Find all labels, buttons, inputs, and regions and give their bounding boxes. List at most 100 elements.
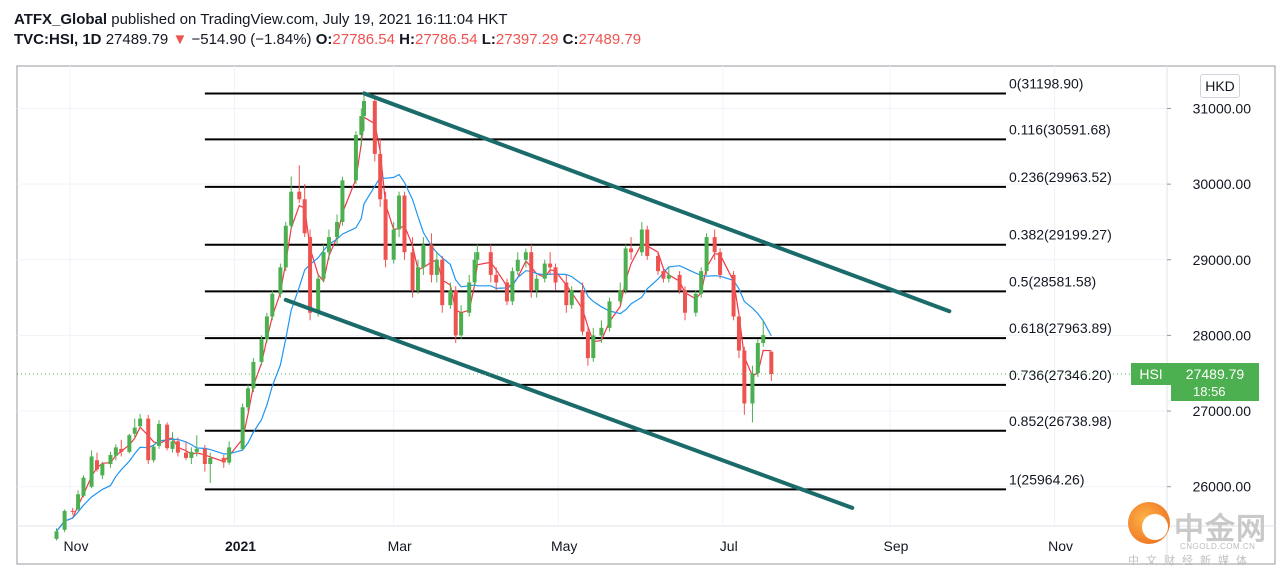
published-text: published on TradingView.com, July 19, 2… [107, 11, 508, 28]
candle-body [699, 271, 704, 294]
candle [693, 290, 698, 317]
candle-body [421, 244, 426, 268]
candle-body [251, 361, 256, 389]
candle-body [761, 335, 766, 343]
candle [750, 365, 755, 423]
candle [289, 176, 294, 230]
fib-level-label: 0.236(29963.52) [1009, 169, 1112, 185]
candle-body [170, 441, 175, 449]
candle [62, 509, 67, 533]
candle-body [259, 339, 264, 362]
candle [270, 290, 275, 321]
candle [89, 450, 94, 489]
candle [569, 286, 574, 309]
candles [54, 93, 774, 541]
candle [81, 475, 86, 498]
last-price-tag: HSI 27489.79 18:56 [1131, 363, 1259, 402]
candle [316, 274, 321, 317]
high-label: H: [399, 31, 415, 48]
currency-button[interactable]: HKD [1200, 74, 1240, 98]
candle-body [704, 237, 709, 272]
candle [302, 184, 307, 238]
candle [475, 244, 480, 268]
candle [208, 452, 213, 483]
candle [278, 263, 283, 298]
price-axis[interactable]: 26000.00 27000.00 28000.00 29000.00 30000.00… [1167, 101, 1251, 495]
candle-body [529, 252, 534, 291]
candle-body [189, 451, 194, 458]
candle [599, 320, 604, 343]
candle [623, 244, 628, 294]
candle-body [453, 290, 458, 336]
candle [119, 439, 124, 457]
fib-retracement[interactable]: 0(31198.90) 0.116(30591.68) 0.236(29963.52… [204, 75, 1112, 491]
publisher-name[interactable]: ATFX_Global [14, 11, 108, 28]
candle [283, 221, 288, 272]
candle-body [76, 494, 81, 510]
symbol-label: TVC:HSI, 1D [14, 31, 102, 48]
candle-body [548, 263, 553, 268]
candle [297, 165, 302, 204]
candle [761, 320, 766, 347]
candle-body [89, 456, 94, 487]
candle-body [656, 255, 661, 272]
time-axis[interactable]: Nov 2021 Mar May Jul Sep Nov [64, 538, 1073, 554]
candle [542, 259, 547, 283]
fib-level-label: 0.116(30591.68) [1009, 121, 1111, 137]
candle [391, 221, 396, 264]
candle-body [151, 446, 156, 461]
candle [378, 138, 383, 207]
candle [108, 451, 113, 468]
candle-body [378, 153, 383, 200]
candle [661, 267, 666, 283]
candle-body [326, 237, 331, 253]
candle-body [666, 274, 671, 279]
candle-body [321, 252, 326, 279]
price-tag-value: 27489.79 [1186, 366, 1245, 382]
candle [397, 191, 402, 238]
candle [504, 278, 509, 306]
candle [54, 528, 59, 541]
candle-body [618, 290, 623, 302]
candle-body [677, 274, 682, 291]
candle [523, 248, 528, 268]
candle [340, 176, 345, 226]
candle-body [639, 229, 644, 253]
candle-body [383, 199, 388, 260]
candle-body [585, 331, 590, 359]
last-price: 27489.79 [105, 31, 169, 48]
candle [515, 252, 520, 275]
candle-body [402, 195, 407, 253]
candle-body [397, 195, 402, 230]
candle-body [607, 301, 612, 328]
price-tag-countdown: 18:56 [1193, 384, 1226, 399]
candle [194, 435, 199, 457]
candle [94, 452, 99, 472]
candle-body [127, 435, 132, 452]
candle-body [202, 448, 207, 465]
candle [585, 327, 590, 366]
candle-body [553, 267, 558, 283]
candle-body [208, 457, 213, 465]
candle-body [515, 259, 520, 272]
candle-body [504, 282, 509, 302]
watermark-logo: 中金网 CNGOLD.COM.CN 中文财经新媒体 [1122, 498, 1278, 568]
candle-body [599, 327, 604, 336]
candle-body [750, 373, 755, 404]
candle-body [755, 342, 760, 374]
candle-body [70, 510, 75, 512]
candle [372, 97, 377, 162]
candle-body [278, 267, 283, 294]
trend-channel[interactable] [283, 91, 952, 510]
candle [618, 282, 623, 306]
candle [704, 233, 709, 275]
candle-body [742, 350, 747, 404]
candle [472, 252, 477, 287]
fib-level-label: 0.736(27346.20) [1009, 367, 1112, 383]
price-tick-label: 30000.00 [1193, 176, 1252, 192]
time-tick-label: Nov [64, 538, 89, 554]
candle-body [693, 293, 698, 313]
candle-body [683, 290, 687, 313]
price-change: −514.90 (−1.84%) [191, 31, 312, 48]
